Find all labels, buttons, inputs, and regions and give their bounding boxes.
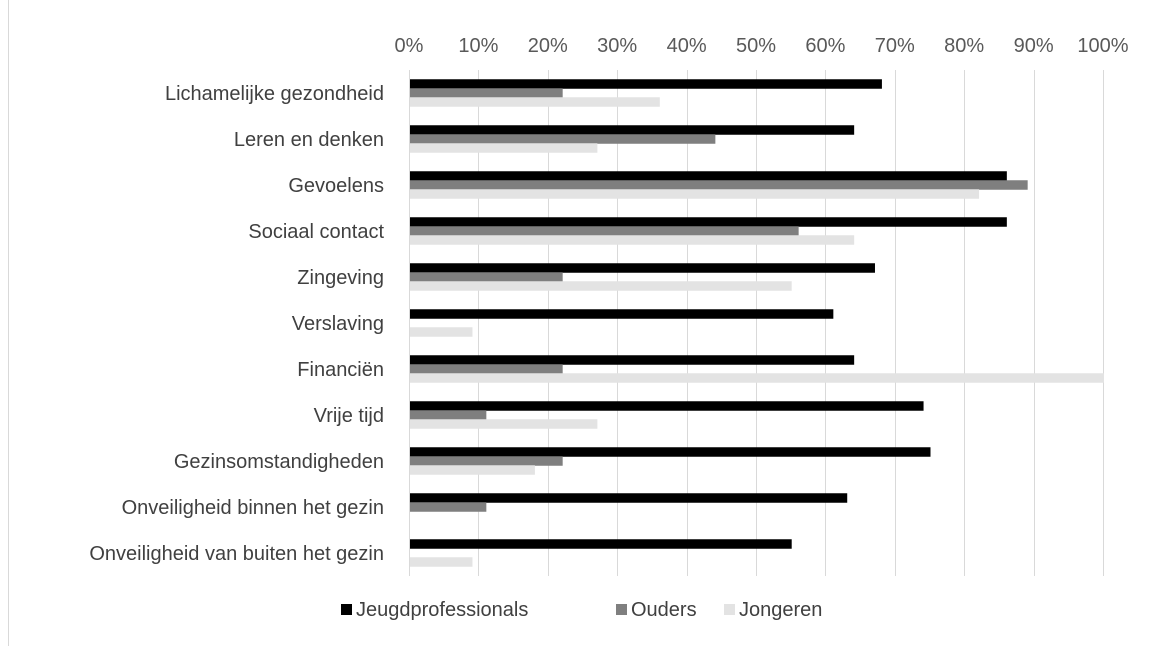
bar bbox=[410, 272, 563, 282]
category-label: Gevoelens bbox=[288, 175, 384, 197]
bar bbox=[410, 447, 931, 457]
x-tick-label: 20% bbox=[528, 35, 568, 57]
bar bbox=[410, 373, 1104, 383]
category-label: Verslaving bbox=[292, 313, 384, 335]
bar bbox=[410, 263, 875, 273]
bar bbox=[410, 539, 792, 549]
category-labels: Lichamelijke gezondheid Leren en denken Ge… bbox=[89, 83, 384, 565]
bar bbox=[410, 143, 598, 153]
x-tick-label: 90% bbox=[1014, 35, 1054, 57]
x-tick-label: 10% bbox=[458, 35, 498, 57]
bar bbox=[410, 401, 924, 411]
bar bbox=[410, 88, 563, 98]
x-axis-tick-labels: 0% 10% 20% 30% 40% 50% 60% 70% 80% 90% 100% bbox=[395, 35, 1129, 57]
bar bbox=[410, 309, 834, 319]
bar bbox=[410, 171, 1007, 181]
category-label: Financiën bbox=[297, 359, 384, 381]
legend: Jeugdprofessionals Ouders Jongeren bbox=[341, 599, 822, 621]
legend-swatch bbox=[724, 604, 735, 615]
gridlines bbox=[478, 70, 1104, 576]
category-label: Leren en denken bbox=[234, 129, 384, 151]
legend-swatch bbox=[616, 604, 627, 615]
bar bbox=[410, 364, 563, 374]
legend-label: Ouders bbox=[631, 599, 697, 621]
bar bbox=[410, 180, 1028, 190]
bar bbox=[410, 456, 563, 466]
x-tick-label: 70% bbox=[875, 35, 915, 57]
legend-label: Jongeren bbox=[739, 599, 822, 621]
legend-swatch bbox=[341, 604, 352, 615]
bar bbox=[410, 189, 980, 199]
bar bbox=[410, 410, 487, 420]
x-tick-label: 60% bbox=[805, 35, 845, 57]
x-tick-label: 30% bbox=[597, 35, 637, 57]
bar bbox=[410, 465, 535, 475]
bars bbox=[410, 79, 1104, 567]
x-tick-label: 40% bbox=[667, 35, 707, 57]
category-label: Lichamelijke gezondheid bbox=[165, 83, 384, 105]
bar bbox=[410, 493, 848, 503]
bar bbox=[410, 97, 660, 107]
x-tick-label: 0% bbox=[395, 35, 424, 57]
x-tick-label: 50% bbox=[736, 35, 776, 57]
category-label: Gezinsomstandigheden bbox=[174, 451, 384, 473]
category-label: Onveiligheid binnen het gezin bbox=[122, 497, 384, 519]
bar bbox=[410, 226, 799, 236]
category-label: Sociaal contact bbox=[248, 221, 384, 243]
bar bbox=[410, 217, 1007, 227]
bar bbox=[410, 281, 792, 291]
bar bbox=[410, 134, 716, 144]
bar bbox=[410, 355, 855, 365]
x-tick-label: 80% bbox=[944, 35, 984, 57]
bar bbox=[410, 419, 598, 429]
category-label: Zingeving bbox=[297, 267, 384, 289]
legend-label: Jeugdprofessionals bbox=[356, 599, 528, 621]
bar bbox=[410, 502, 487, 512]
category-label: Onveiligheid van buiten het gezin bbox=[89, 543, 384, 565]
bar bbox=[410, 557, 473, 567]
category-label: Vrije tijd bbox=[314, 405, 384, 427]
bar bbox=[410, 79, 882, 89]
x-tick-label: 100% bbox=[1077, 35, 1128, 57]
bar bbox=[410, 235, 855, 245]
bar bbox=[410, 327, 473, 337]
bar bbox=[410, 125, 855, 135]
